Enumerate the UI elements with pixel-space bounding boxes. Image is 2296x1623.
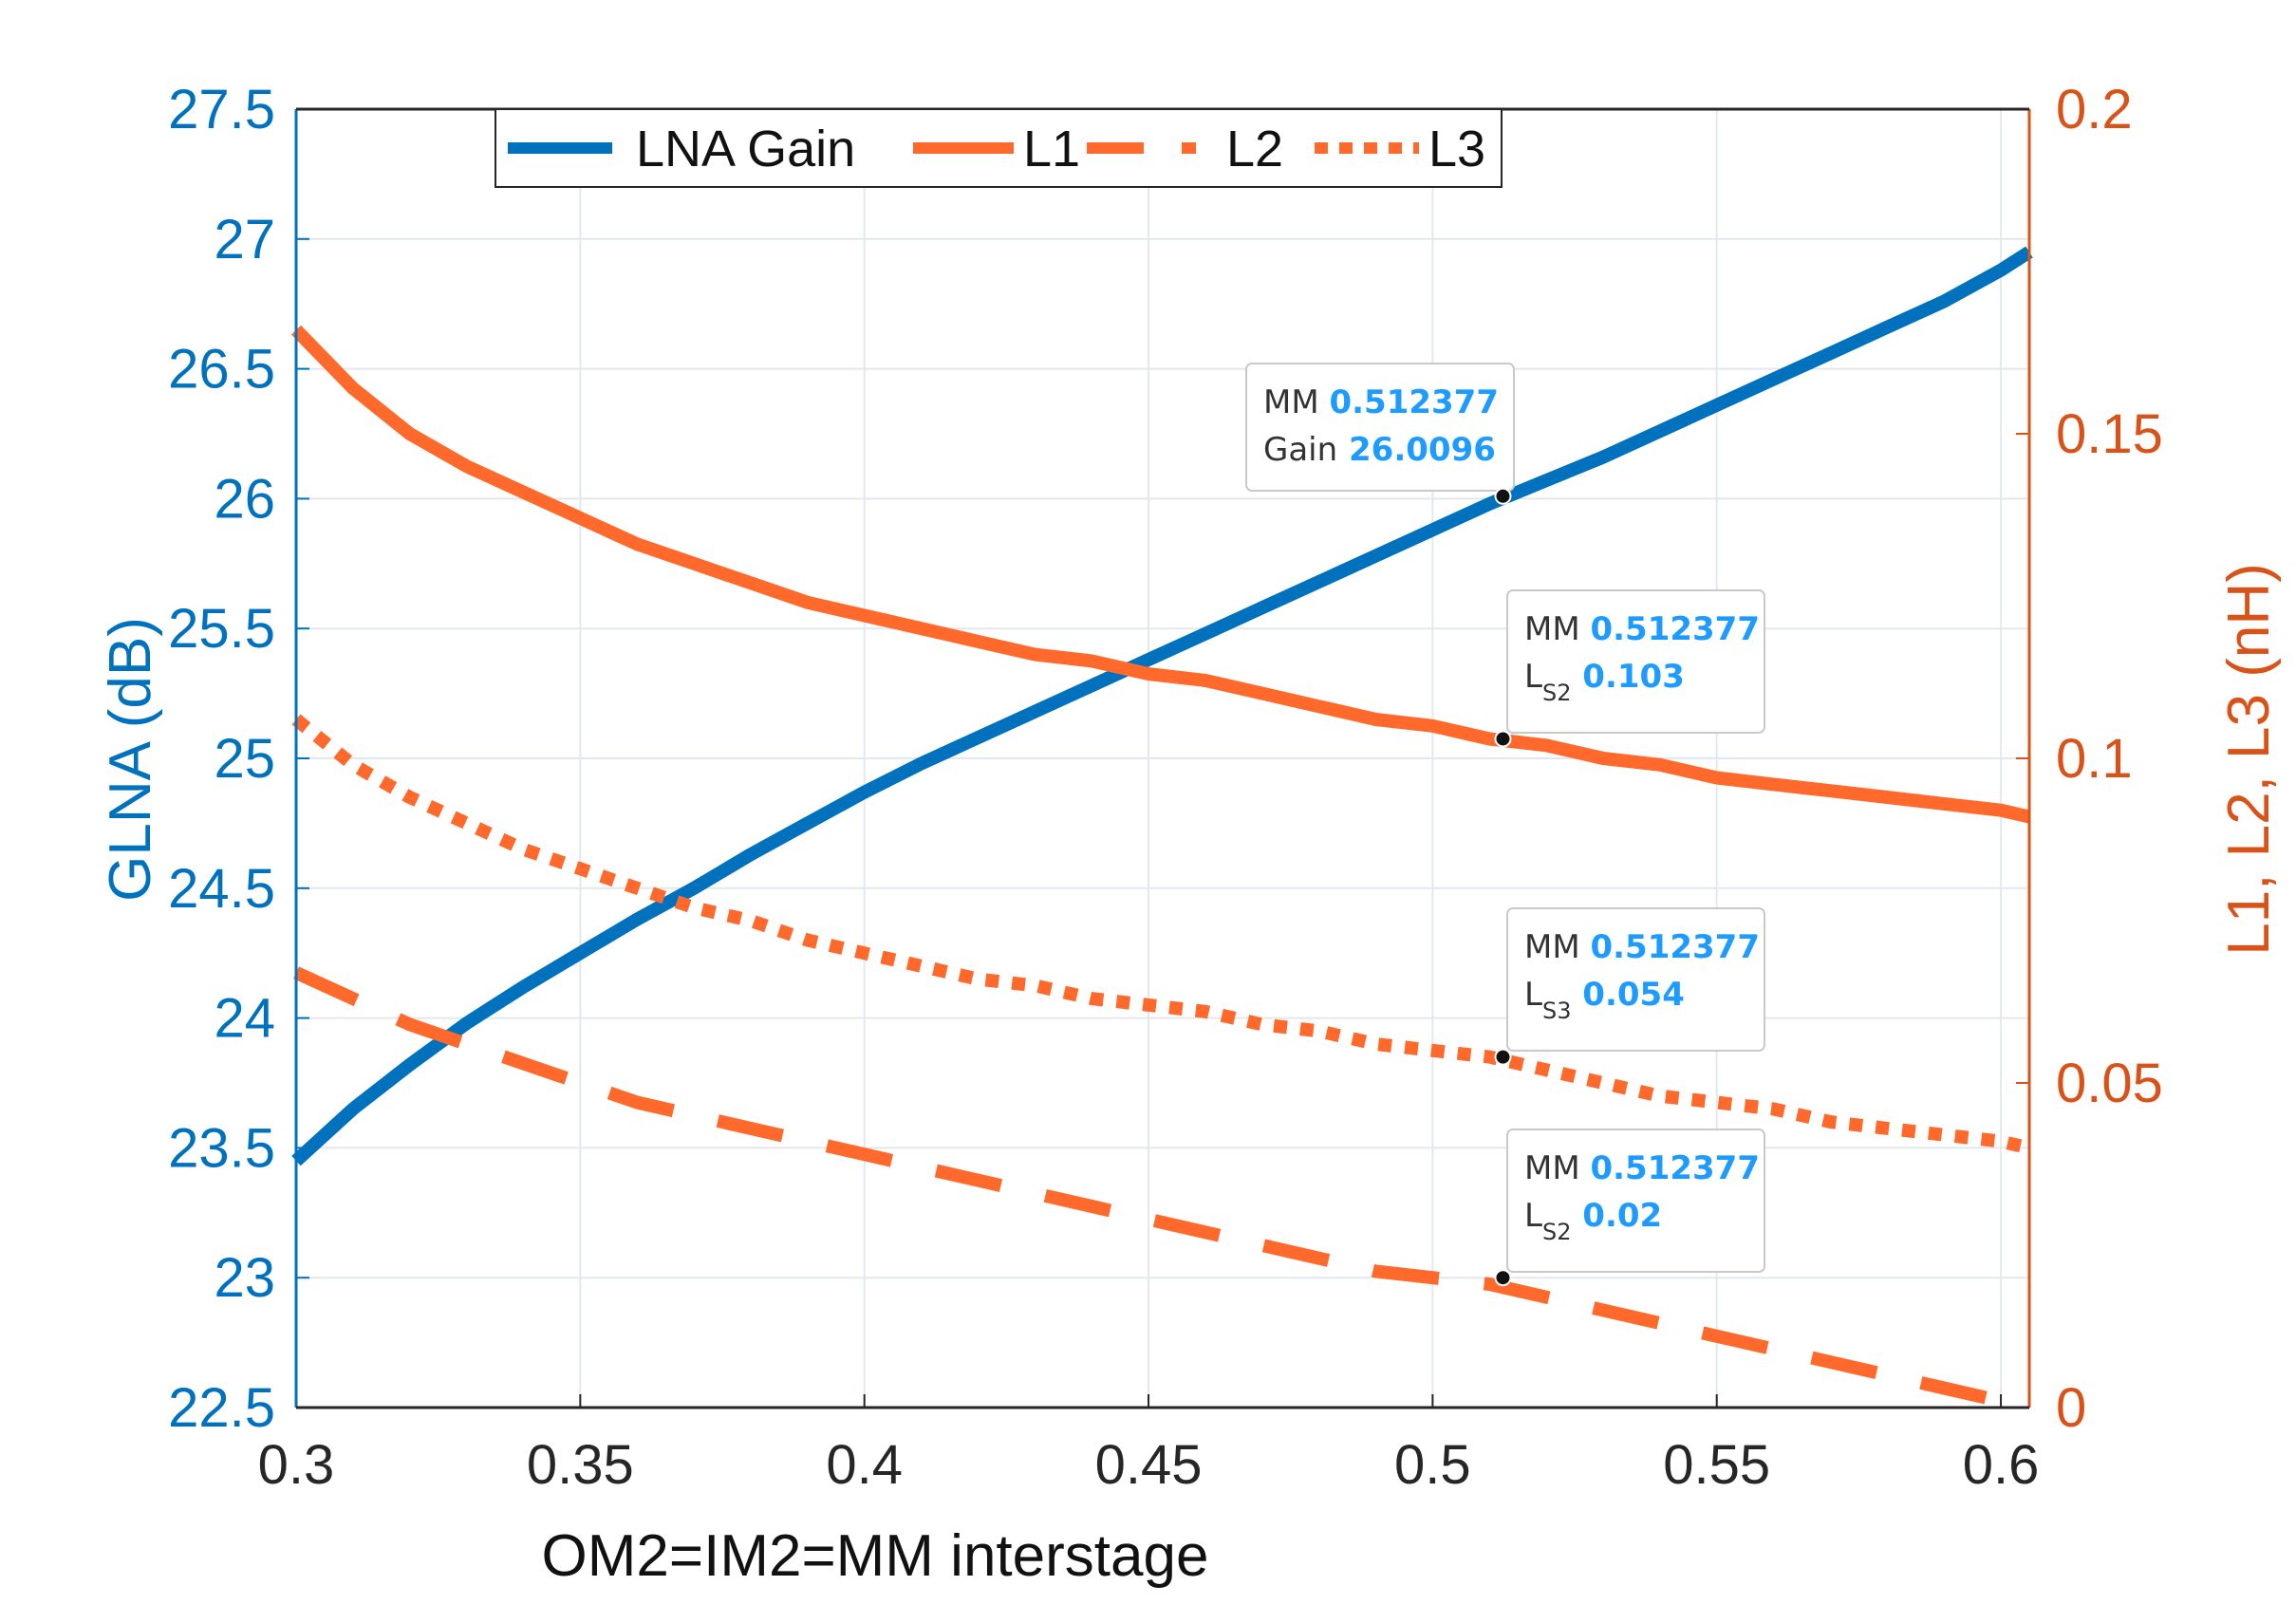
x-tick-label: 0.3 — [258, 1434, 335, 1496]
datatip-value-2: 0.103 — [1571, 658, 1684, 696]
datatip-value-1: 0.512377 — [1590, 610, 1760, 648]
right-y-tick-label: 0.05 — [2056, 1053, 2163, 1114]
datatip-subscript: S2 — [1542, 1219, 1572, 1245]
datatip-value-1: 0.512377 — [1590, 1149, 1760, 1187]
datatip-marker — [1494, 730, 1512, 748]
legend: LNA Gain L1 L2 L3 — [495, 108, 1503, 188]
x-tick-label: 0.45 — [1095, 1434, 1203, 1496]
left-y-tick-label: 27 — [214, 209, 275, 270]
left-y-tick-label: 26.5 — [168, 339, 275, 401]
datatip-box — [1245, 363, 1515, 492]
datatip-value-2: 0.02 — [1571, 1197, 1662, 1235]
left-y-tick-label: 25 — [214, 728, 275, 790]
right-y-tick-label: 0 — [2056, 1377, 2086, 1439]
left-y-tick-label: 24 — [214, 988, 275, 1050]
left-y-tick-label: 23.5 — [168, 1117, 275, 1179]
legend-label: L1 — [1023, 121, 1080, 177]
x-tick-label: 0.35 — [527, 1434, 634, 1496]
right-y-tick-label: 0.15 — [2056, 403, 2163, 465]
datatip-value-1: 0.512377 — [1590, 928, 1760, 966]
datatip-marker — [1494, 1269, 1512, 1287]
legend-label: L2 — [1226, 121, 1283, 177]
legend-label: L3 — [1428, 121, 1485, 177]
right-y-tick-label: 0.2 — [2056, 79, 2133, 140]
left-y-tick-label: 23 — [214, 1247, 275, 1309]
x-tick-label: 0.5 — [1394, 1434, 1471, 1496]
left-y-tick-label: 24.5 — [168, 858, 275, 920]
datatip-subscript: S3 — [1542, 998, 1572, 1024]
left-y-tick-label: 22.5 — [168, 1377, 275, 1439]
datatip-line-1: MM 0.512377 — [1524, 610, 1760, 648]
left-y-axis-label: GLNA (dB) — [98, 617, 163, 902]
series-group — [290, 246, 2033, 1414]
datatip-subscript: S2 — [1542, 680, 1572, 706]
datatip-line-1: MM 0.512377 — [1524, 928, 1760, 966]
datatip-value-2: 26.0096 — [1337, 431, 1496, 469]
datatip-line-1: MM 0.512377 — [1263, 383, 1499, 421]
right-y-axis-label: L1, L2, L3 (nH) — [2216, 563, 2282, 956]
tick-labels: 0.3 0.35 0.4 0.45 0.5 0.55 0.6 22.5 23 23.5 24 24.5… — [168, 79, 2163, 1496]
series-line-l3 — [291, 714, 2031, 1155]
datatip-box — [1506, 907, 1765, 1052]
x-tick-label: 0.55 — [1663, 1434, 1770, 1496]
datatip-box — [1506, 1129, 1765, 1273]
grid — [295, 108, 2029, 1408]
x-tick-label: 0.4 — [826, 1434, 903, 1496]
datatip-marker — [1494, 487, 1512, 505]
series-line-l2 — [293, 966, 2031, 1414]
right-y-tick-label: 0.1 — [2056, 728, 2133, 790]
left-y-tick-label: 25.5 — [168, 598, 275, 660]
datatip-line-2: Gain 26.0096 — [1263, 431, 1496, 469]
left-y-tick-label: 26 — [214, 468, 275, 530]
left-y-tick-label: 27.5 — [168, 79, 275, 140]
datatip-box — [1506, 589, 1765, 734]
x-axis-label: OM2=IM2=MM interstage — [542, 1523, 1209, 1589]
legend-label: LNA Gain — [636, 121, 855, 177]
x-tick-label: 0.6 — [1963, 1434, 2040, 1496]
series-line-lna-gain — [291, 246, 2033, 1166]
series-line-l1 — [290, 325, 2031, 824]
datatip-marker — [1494, 1048, 1512, 1066]
datatip-value-2: 0.054 — [1571, 976, 1684, 1014]
datatip-value-1: 0.512377 — [1329, 383, 1499, 421]
datatip-line-1: MM 0.512377 — [1524, 1149, 1760, 1187]
datatip: MM 0.512377 Gain 26.0096 — [1245, 363, 1515, 505]
